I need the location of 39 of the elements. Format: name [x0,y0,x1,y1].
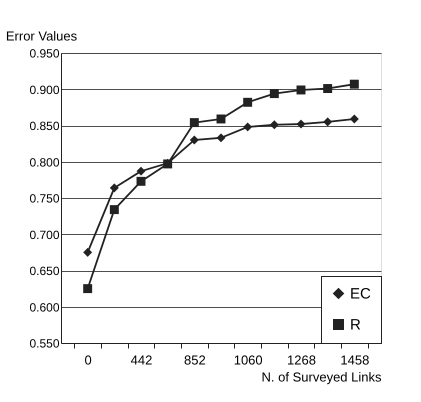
point [323,84,332,93]
x-tick-label: 1060 [234,352,263,368]
y-tick-label: 0.800 [29,155,60,170]
point [110,205,119,214]
x-axis-title: N. of Surveyed Links [262,370,382,384]
y-tick-label: 0.550 [29,336,60,350]
point [83,248,92,257]
point [216,114,226,124]
point [350,114,359,124]
y-tick-label: 0.650 [29,264,60,278]
point [136,166,146,176]
point [216,133,226,142]
point [83,284,92,294]
point [243,98,252,107]
point [190,118,199,128]
x-tick-label: 0 [84,352,92,368]
x-tick-label: 1268 [287,352,316,368]
point [190,136,199,144]
y-tick-label: 0.900 [29,82,60,97]
point [110,183,119,192]
point [243,122,252,132]
point [136,176,146,186]
y-tick-label: 0.850 [29,119,60,133]
y-tick-label: 0.600 [29,300,60,314]
point [323,117,332,126]
y-tick-label: 0.750 [29,192,60,206]
point [270,89,279,98]
y-tick-label: 0.700 [29,228,60,242]
y-tick-label: 0.950 [29,46,60,60]
point [270,120,279,130]
x-tick-label: 852 [184,352,206,368]
x-tick-label: 442 [130,352,152,368]
point [296,120,306,129]
legend-label: R [350,316,361,334]
legend-label: EC [350,286,372,302]
point [296,86,306,94]
y-axis-title: Error Values [6,28,78,44]
point [350,80,359,89]
x-tick-label: 1458 [340,352,370,368]
